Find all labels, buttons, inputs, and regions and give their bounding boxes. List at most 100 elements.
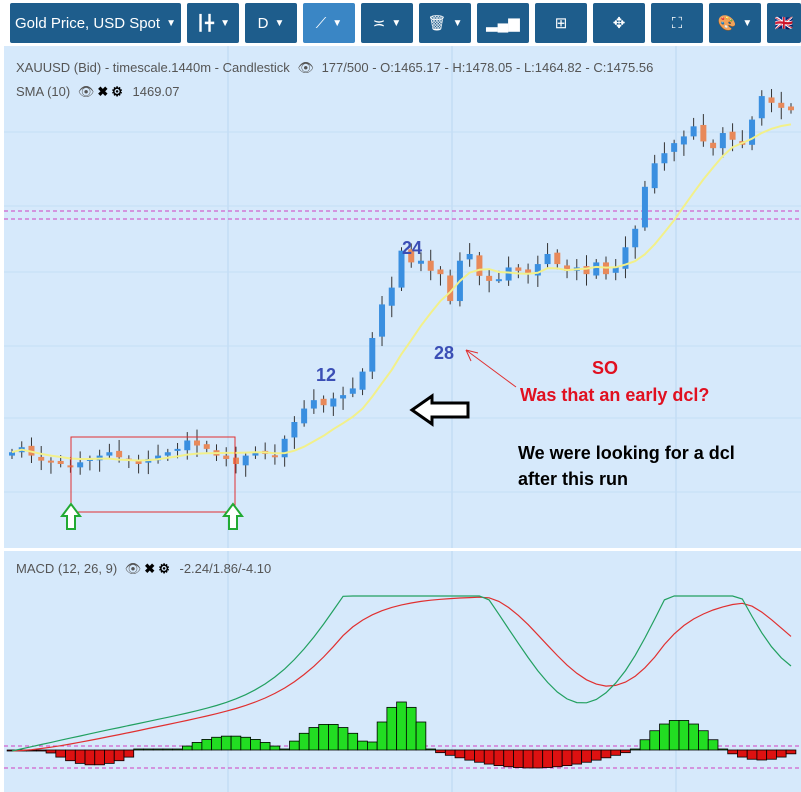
histogram-bar-positive [269, 745, 281, 751]
bull-candle [301, 408, 308, 424]
eye-icon[interactable]: 👁 [297, 60, 314, 75]
sma-value: 1469.07 [132, 84, 180, 99]
histogram-bar-negative [561, 749, 573, 766]
bear-candle [447, 275, 454, 302]
gear-icon[interactable]: ⚙ [111, 84, 123, 99]
histogram-bar-positive [250, 739, 261, 751]
signal-line [11, 596, 792, 752]
bear-candle [47, 460, 54, 463]
label-24: 24 [402, 238, 423, 258]
volume-button[interactable]: ▂▄▆ [477, 3, 529, 43]
trend-line-icon: ⟋ [315, 14, 327, 32]
fullscreen-button[interactable]: ⛶ [651, 3, 703, 43]
candlestick-icon: ┃╋ [196, 15, 215, 32]
eye-icon[interactable]: 👁 [77, 84, 95, 99]
price-chart[interactable] [4, 46, 801, 548]
delete-button[interactable]: 🗑 ▼ [419, 3, 471, 43]
fit-button[interactable]: ✥ [593, 3, 645, 43]
annotation-note-2: after this run [518, 469, 629, 489]
period-label: D [257, 14, 269, 32]
bull-candle [281, 438, 288, 458]
drawing-line-button[interactable]: ⟋ ▼ [303, 3, 355, 43]
pointer-arrow [465, 349, 517, 388]
bear-candle [320, 398, 327, 406]
histogram-bar-negative [522, 749, 534, 769]
annotation-note-1: We were looking for a dcl [518, 443, 735, 463]
histogram-bar-negative [610, 749, 621, 756]
trash-icon: 🗑 [427, 15, 447, 32]
histogram-bar-negative [746, 749, 758, 760]
bull-candle [417, 260, 424, 264]
bear-candle [525, 269, 532, 275]
symbol-info: XAUUSD (Bid) - timescale.1440m - Candles… [16, 60, 290, 75]
histogram-bar-positive [289, 740, 300, 751]
histogram-bar-negative [513, 749, 524, 768]
bear-candle [710, 142, 717, 149]
histogram-bar-negative [581, 749, 592, 763]
sma-line [11, 123, 792, 462]
macd-chart[interactable] [4, 551, 801, 792]
annotation-question: Was that an early dcl? [520, 385, 710, 405]
histogram-bar-positive [201, 739, 213, 751]
bear-candle [135, 460, 142, 464]
indicators-button[interactable]: ≍ ▼ [361, 3, 413, 43]
histogram-bar-positive [220, 735, 232, 751]
histogram-bar-positive [357, 740, 368, 751]
language-button[interactable]: 🇬🇧 [767, 3, 801, 43]
theme-button[interactable]: 🎨 ▼ [709, 3, 761, 43]
histogram-bar-negative [737, 749, 748, 758]
sma-label: SMA (10) [16, 84, 71, 99]
histogram-bar-negative [444, 749, 456, 756]
histogram-bar-negative [45, 749, 57, 754]
symbol-label: Gold Price, USD Spot [15, 14, 161, 32]
histogram-bar-negative [727, 749, 738, 755]
close-icon[interactable]: ✖ [97, 84, 109, 99]
macd-label: MACD (12, 26, 9) [16, 561, 118, 576]
histogram-bar-positive [668, 720, 680, 751]
bear-candle [768, 97, 775, 103]
crosshair-icon: ⊞ [554, 15, 568, 32]
close-icon[interactable]: ✖ [144, 561, 156, 576]
bull-candle [330, 398, 337, 407]
bear-candle [67, 465, 74, 468]
bull-candle [242, 455, 249, 466]
histogram-bar-negative [785, 749, 797, 755]
histogram-bar-positive [707, 739, 719, 751]
histogram-bar-positive [386, 706, 398, 751]
fit-icon: ✥ [612, 15, 626, 32]
histogram-bar-negative [600, 749, 612, 759]
chart-type-button[interactable]: ┃╋ ▼ [187, 3, 239, 43]
crosshair-button[interactable]: ⊞ [535, 3, 587, 43]
bear-candle [554, 252, 561, 265]
histogram-bar-negative [65, 749, 76, 762]
histogram-bar-positive [698, 730, 709, 751]
histogram-bar-negative [503, 749, 514, 768]
bull-candle [349, 388, 356, 394]
histogram-bar-negative [35, 749, 47, 752]
histogram-bar-negative [483, 749, 495, 765]
chevron-down-icon: ▼ [452, 17, 463, 29]
histogram-bar-positive [240, 736, 251, 751]
bear-candle [427, 260, 434, 271]
chevron-down-icon: ▼ [166, 17, 176, 29]
bear-candle [788, 106, 794, 111]
histogram-bar-positive [639, 739, 651, 751]
pane-separator[interactable] [0, 548, 801, 551]
bull-candle [661, 153, 668, 164]
macd-pane[interactable]: MACD (12, 26, 9) 👁 ✖ ⚙ -2.24/1.86/-4.10 [4, 551, 801, 792]
bull-candle [622, 247, 629, 269]
bull-candle [690, 126, 697, 137]
chevron-down-icon: ▼ [332, 17, 343, 29]
palette-icon: 🎨 [717, 15, 737, 32]
histogram-bar-negative [55, 749, 66, 758]
period-select[interactable]: D ▼ [245, 3, 297, 43]
symbol-select[interactable]: Gold Price, USD Spot ▼ [10, 3, 181, 43]
bear-candle [778, 102, 785, 108]
price-pane[interactable]: XAUUSD (Bid) - timescale.1440m - Candles… [4, 46, 801, 548]
histogram-bar-negative [113, 749, 125, 762]
eye-icon[interactable]: 👁 [124, 561, 142, 576]
bar-chart-icon: ▂▄▆ [486, 15, 520, 32]
gear-icon[interactable]: ⚙ [158, 561, 170, 576]
chevron-down-icon: ▼ [274, 17, 285, 29]
histogram-bar-negative [84, 749, 96, 766]
